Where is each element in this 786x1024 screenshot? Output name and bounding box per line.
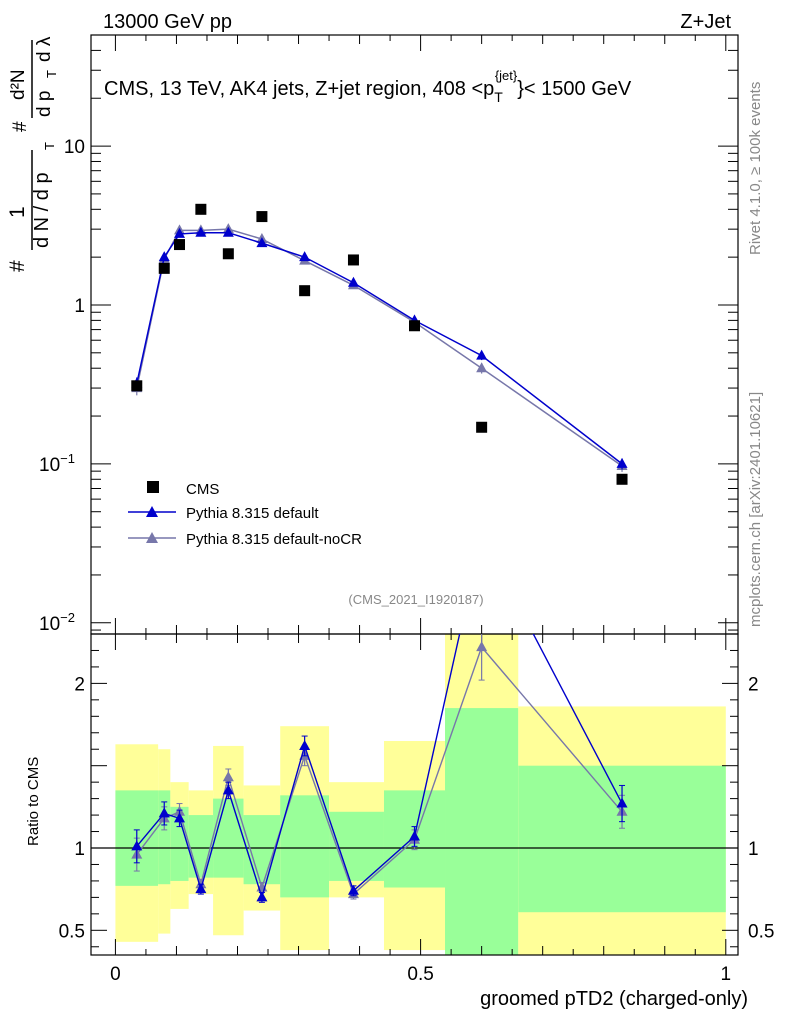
data-point-cms	[616, 473, 628, 485]
title-sup: {jet}	[495, 68, 518, 83]
main-series	[131, 203, 628, 485]
ratio-point-default	[174, 812, 186, 823]
ratio-y-axis-label: Ratio to CMS	[25, 757, 42, 846]
ylabel-denom2: d p	[34, 91, 55, 117]
ylabel-hash1: #	[6, 260, 29, 272]
ratio-ytick-label-right-1: 1	[748, 839, 759, 860]
main-point-default	[299, 251, 311, 262]
ratio-ytick-label-1: 1	[74, 839, 85, 860]
data-point-cms	[222, 248, 234, 260]
svg-text:CMS, 13 TeV, AK4 jets, Z+jet r: CMS, 13 TeV, AK4 jets, Z+jet region, 408…	[104, 68, 632, 105]
ratio-uncertainty-bands	[115, 634, 726, 955]
main-y-axis-label: # 1 d N / d p T # d²N d p T d λ	[6, 36, 59, 272]
energy-label: 13000 GeV pp	[103, 11, 232, 33]
chart-title: CMS, 13 TeV, AK4 jets, Z+jet region, 408…	[104, 68, 632, 105]
x-axis-label: groomed pTD2 (charged-only)	[480, 988, 748, 1010]
main-point-default	[616, 457, 628, 468]
rivet-label: Rivet 4.1.0, ≥ 100k events	[747, 82, 764, 255]
legend-label-default: Pythia 8.315 default	[186, 505, 319, 522]
data-point-cms	[174, 239, 186, 251]
ratio-xtick-label-1: 0.5	[407, 964, 433, 985]
ratio-xtick-label-0: 0	[110, 964, 121, 985]
process-label: Z+Jet	[680, 11, 731, 33]
ratio-point-default	[409, 830, 420, 841]
legend-label-cms: CMS	[186, 481, 219, 498]
band-inner-9	[445, 708, 519, 955]
band-inner-6	[280, 795, 330, 898]
ratio-xtick-label-2: 1	[721, 964, 732, 985]
main-axis-ticks: 10 1 10−1 10−2	[39, 34, 738, 635]
data-point-cms	[347, 254, 359, 266]
ylabel-T2: T	[44, 70, 59, 78]
ratio-point-default	[616, 797, 628, 808]
ratio-point-nocr	[222, 771, 234, 782]
ylabel-T1: T	[42, 142, 57, 150]
legend-marker-cms	[147, 481, 159, 493]
main-point-default	[347, 276, 359, 287]
title-tail: }< 1500 GeV	[517, 78, 632, 100]
ratio-point-default	[347, 884, 359, 895]
legend-label-nocr: Pythia 8.315 default-noCR	[186, 531, 362, 548]
main-point-default	[256, 237, 268, 248]
main-point-default	[195, 226, 207, 237]
main-point-default	[222, 226, 234, 237]
ratio-point-nocr	[476, 641, 488, 652]
main-ytick-label-0: 10	[64, 137, 85, 158]
ratio-ytick-label-right-2: 0.5	[748, 921, 774, 942]
title-sub: T	[494, 89, 503, 105]
main-point-default	[476, 349, 488, 360]
data-point-cms	[195, 203, 207, 215]
band-inner-3	[188, 815, 214, 878]
ratio-series	[131, 529, 628, 903]
ratio-ytick-label-2: 0.5	[59, 921, 85, 942]
analysis-id: (CMS_2021_I1920187)	[348, 592, 483, 607]
legend-marker-nocr	[146, 532, 158, 543]
main-point-default	[158, 251, 170, 262]
ratio-ytick-label-0: 2	[74, 674, 85, 695]
ylabel-denom: d N / d p	[31, 172, 53, 248]
ylabel-dlambda: d λ	[34, 36, 55, 62]
data-point-cms	[476, 421, 488, 433]
main-point-default	[174, 227, 186, 238]
ratio-plot-frame	[90, 633, 739, 956]
ratio-point-default	[256, 891, 268, 902]
data-point-cms	[299, 285, 311, 297]
legend-marker-default	[146, 506, 158, 517]
main-line-nocr	[136, 228, 623, 467]
ratio-point-default	[131, 840, 143, 851]
ylabel-d2N: d²N	[8, 69, 29, 100]
ylabel-one: 1	[6, 206, 29, 218]
legend: CMS Pythia 8.315 default Pythia 8.315 de…	[128, 481, 362, 548]
ratio-point-default	[476, 529, 487, 539]
data-point-cms	[409, 320, 420, 332]
main-ytick-label-1: 1	[74, 296, 85, 317]
main-ytick-label-2: 10−1	[39, 451, 75, 476]
title-main: CMS, 13 TeV, AK4 jets, Z+jet region, 408…	[104, 78, 494, 100]
ratio-point-default	[195, 883, 207, 894]
main-line-default	[136, 231, 623, 465]
data-point-cms	[256, 211, 268, 223]
main-ytick-label-3: 10−2	[39, 610, 75, 635]
ylabel-hash2: #	[10, 121, 31, 132]
ratio-point-default	[158, 807, 170, 818]
mcplots-label: mcplots.cern.ch [arXiv:2401.10621]	[747, 392, 764, 627]
main-point-nocr	[476, 362, 488, 373]
data-point-cms	[131, 380, 143, 392]
ratio-point-default	[299, 739, 311, 750]
ratio-point-default	[222, 784, 234, 795]
data-point-cms	[158, 262, 170, 274]
ratio-ytick-label-right-0: 2	[748, 674, 759, 695]
